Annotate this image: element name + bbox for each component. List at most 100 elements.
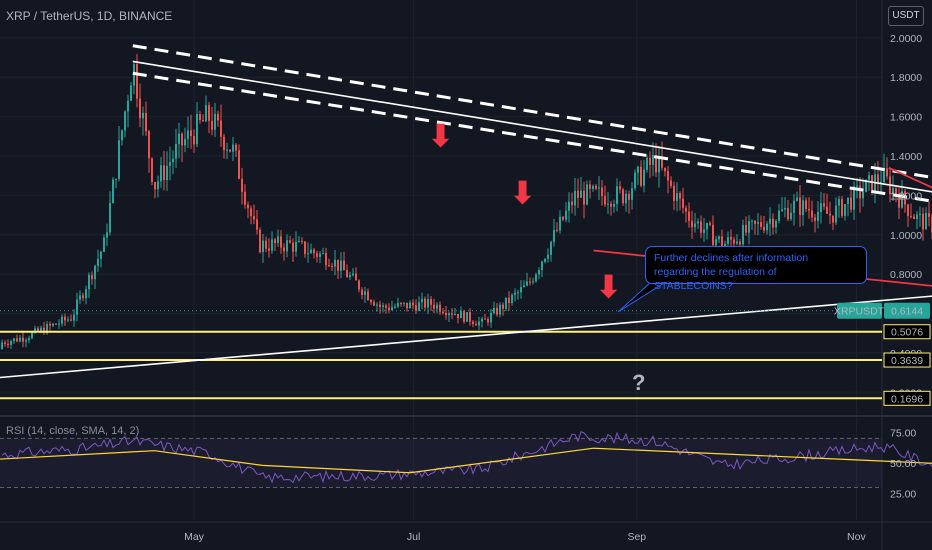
candle-body [553,229,555,242]
candle-body [712,224,714,246]
candle-body [97,258,99,266]
candle-body [859,185,861,199]
candle-body [136,64,138,99]
candle-body [850,197,852,210]
candle-body [631,188,633,200]
support-price-tag [883,352,931,368]
candle-body [172,158,174,163]
candle-body [856,185,858,187]
candle-body [208,105,210,121]
candle-body [640,166,642,186]
candle-body [535,274,537,282]
candle-body [193,136,195,145]
candle-body [664,167,666,172]
candle-body [694,223,696,228]
rsi-ma-line [0,447,932,474]
support-price-tag [883,390,931,406]
candle-body [748,221,750,233]
candle-body [160,165,162,182]
candle-body [271,239,273,251]
candle-body [595,185,597,189]
candle-body [799,197,801,216]
candle-body [247,204,249,209]
candle-body [115,178,117,180]
candle-body [436,304,438,309]
candle-body [682,198,684,208]
currency-unit-button[interactable]: USDT [888,6,924,26]
candle-body [367,291,369,301]
candle-body [148,131,150,159]
candle-body [409,302,411,309]
candle-body [241,178,243,192]
candle-body [79,295,81,300]
candle-body [163,165,165,181]
candle-body [280,236,282,248]
candle-body [547,254,549,259]
candle-body [376,304,378,306]
candle-body [382,305,384,307]
candle-body [637,166,639,173]
candle-body [22,337,24,342]
candle-body [94,265,96,280]
candle-body [796,197,798,201]
candle-body [871,175,873,193]
candle-body [400,302,402,304]
candle-body [865,179,867,192]
candle-body [67,319,69,321]
candle-body [481,318,483,322]
candle-body [109,202,111,233]
last-price-label: 0.6144 [891,306,923,318]
candle-body [874,174,876,193]
candle-body [361,289,363,295]
candle-body [325,252,327,266]
candle-body [346,270,348,278]
rsi-tick-label: 25.00 [890,489,916,501]
candle-body [10,341,12,345]
candle-body [457,314,459,319]
candle-body [913,216,915,219]
candle-body [691,220,693,228]
candle-body [388,307,390,310]
candle-body [493,307,495,313]
candle-body [214,113,216,130]
rsi-tick-label: 50.00 [890,458,916,470]
candle-body [508,297,510,303]
candle-body [154,182,156,190]
candle-body [892,188,894,195]
candle-body [88,274,90,290]
candle-body [70,319,72,321]
candle-body [907,204,909,216]
candle-body [670,180,672,186]
candle-body [643,169,645,186]
chart-title: XRP / TetherUS, 1D, BINANCE [6,9,173,23]
candle-body [787,208,789,220]
candle-body [565,210,567,220]
candle-body [751,220,753,222]
candle-body [868,175,870,180]
candle-body [703,229,705,233]
candle-body [307,253,309,255]
candle-body [781,209,783,211]
candle-body [283,247,285,252]
candle-body [55,323,57,325]
candle-body [811,210,813,218]
candle-body [688,211,690,221]
candle-body [124,111,126,131]
candle-body [16,338,18,342]
candle-body [238,150,240,179]
y-tick-label: 1.4000 [890,151,922,163]
candle-body [64,316,66,321]
candle-body [316,253,318,257]
candle-body [157,181,159,190]
candle-body [403,302,405,304]
candle-body [769,218,771,224]
candle-body [673,185,675,201]
candle-body [40,327,42,332]
candle-body [472,321,474,324]
candle-body [886,168,888,177]
callout-note: Further declines after information regar… [645,246,867,292]
candle-body [463,311,465,322]
candle-body [415,305,417,311]
candle-body [268,248,270,251]
